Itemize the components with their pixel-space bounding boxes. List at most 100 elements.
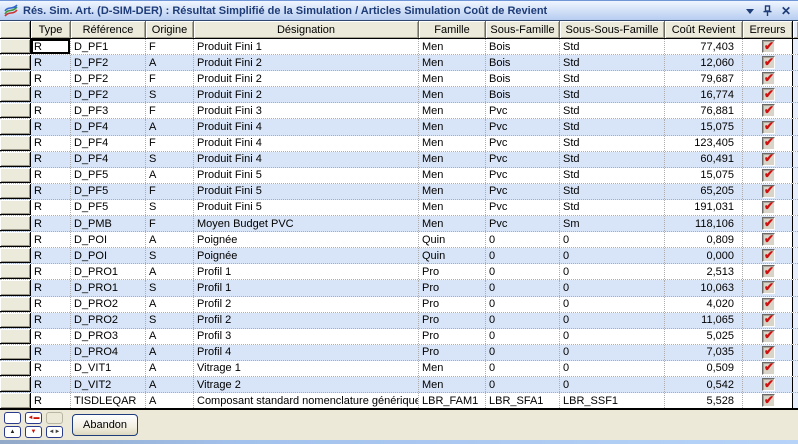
cell-sous_famille[interactable]: 0 [486,360,560,376]
cell-origine[interactable]: S [146,280,194,296]
cell-origine[interactable]: S [146,199,194,216]
cell-famille[interactable]: Pro [419,280,486,296]
cell-origine[interactable]: S [146,312,194,328]
cell-erreurs[interactable]: ✔ [743,344,793,360]
nav-red-left-arrow-button[interactable]: ◄▬ [25,412,42,424]
row-indicator[interactable] [0,296,31,312]
cell-type[interactable]: R [31,393,71,409]
cell-reference[interactable]: D_PF4 [71,135,146,151]
cell-famille[interactable]: Men [419,199,486,216]
cell-type[interactable]: R [31,280,71,296]
cell-type[interactable]: R [31,328,71,344]
cell-origine[interactable]: A [146,344,194,360]
cell-type[interactable]: R [31,87,71,103]
cell-sous_famille[interactable]: 0 [486,296,560,312]
cell-type[interactable]: R [31,167,71,183]
row-indicator[interactable] [0,248,31,264]
cell-sous_famille[interactable]: 0 [486,280,560,296]
error-checkbox[interactable]: ✔ [761,233,775,247]
cell-erreurs[interactable]: ✔ [743,216,793,232]
cell-designation[interactable]: Vitrage 2 [194,376,419,393]
cell-designation[interactable]: Produit Fini 4 [194,119,419,135]
cell-type[interactable]: R [31,55,71,71]
cell-cout_revient[interactable]: 15,075 [665,119,743,135]
cell-sous_famille[interactable]: Pvc [486,183,560,199]
cell-famille[interactable]: Pro [419,296,486,312]
cell-erreurs[interactable]: ✔ [743,296,793,312]
cell-cout_revient[interactable]: 5,025 [665,328,743,344]
cell-reference[interactable]: D_PRO1 [71,264,146,280]
error-checkbox[interactable]: ✔ [761,281,775,295]
cell-sous_famille[interactable]: Bois [486,55,560,71]
cell-famille[interactable]: Quin [419,248,486,264]
nav-collapse-button[interactable]: ◄► [46,426,63,438]
column-header-sous_sous_famille[interactable]: Sous-Sous-Famille [560,21,665,38]
cell-sous_sous_famille[interactable]: Std [560,119,665,135]
cell-origine[interactable]: A [146,232,194,248]
cell-origine[interactable]: A [146,296,194,312]
cell-designation[interactable]: Moyen Budget PVC [194,216,419,232]
cell-sous_famille[interactable]: Pvc [486,119,560,135]
cell-sous_famille[interactable]: 0 [486,232,560,248]
cell-origine[interactable]: A [146,393,194,409]
cell-type[interactable]: R [31,183,71,199]
cell-type[interactable]: R [31,216,71,232]
cell-erreurs[interactable]: ✔ [743,71,793,87]
cell-erreurs[interactable]: ✔ [743,360,793,376]
cell-origine[interactable]: A [146,264,194,280]
error-checkbox[interactable]: ✔ [761,168,775,182]
cell-type[interactable]: R [31,360,71,376]
column-header-designation[interactable]: Désignation [194,21,419,38]
cell-sous_famille[interactable]: 0 [486,328,560,344]
error-checkbox[interactable]: ✔ [761,104,775,118]
cell-origine[interactable]: F [146,39,194,55]
cell-sous_famille[interactable]: Bois [486,39,560,55]
cell-origine[interactable]: A [146,360,194,376]
column-header-reference[interactable]: Référence [71,21,146,38]
cell-sous_sous_famille[interactable]: Std [560,39,665,55]
cell-sous_famille[interactable]: Pvc [486,199,560,216]
cell-type[interactable]: R [31,119,71,135]
cell-sous_famille[interactable]: 0 [486,312,560,328]
cell-erreurs[interactable]: ✔ [743,232,793,248]
cell-cout_revient[interactable]: 7,035 [665,344,743,360]
nav-up-arrow-button[interactable]: ▲ [4,426,21,438]
cell-sous_sous_famille[interactable]: 0 [560,264,665,280]
cell-designation[interactable]: Produit Fini 5 [194,167,419,183]
row-indicator[interactable] [0,151,31,167]
cell-famille[interactable]: Men [419,135,486,151]
cell-type[interactable]: R [31,199,71,216]
cell-type[interactable]: R [31,312,71,328]
cell-cout_revient[interactable]: 0,509 [665,360,743,376]
cell-cout_revient[interactable]: 15,075 [665,167,743,183]
error-checkbox[interactable]: ✔ [761,265,775,279]
cell-reference[interactable]: D_VIT1 [71,360,146,376]
row-indicator[interactable] [0,264,31,280]
cell-designation[interactable]: Composant standard nomenclature génériqu… [194,393,419,409]
error-checkbox[interactable]: ✔ [761,361,775,375]
cell-type[interactable]: R [31,248,71,264]
cell-erreurs[interactable]: ✔ [743,135,793,151]
cell-cout_revient[interactable]: 60,491 [665,151,743,167]
cell-famille[interactable]: Men [419,71,486,87]
row-indicator[interactable] [0,183,31,199]
cell-sous_famille[interactable]: Pvc [486,103,560,119]
cell-sous_sous_famille[interactable]: LBR_SSF1 [560,393,665,409]
cell-designation[interactable]: Vitrage 1 [194,360,419,376]
cell-cout_revient[interactable]: 118,106 [665,216,743,232]
cell-sous_sous_famille[interactable]: 0 [560,328,665,344]
error-checkbox[interactable]: ✔ [761,152,775,166]
cell-type[interactable]: R [31,344,71,360]
cell-erreurs[interactable]: ✔ [743,376,793,393]
cell-reference[interactable]: D_PRO3 [71,328,146,344]
cell-origine[interactable]: F [146,103,194,119]
cell-famille[interactable]: Men [419,39,486,55]
cell-sous_famille[interactable]: Pvc [486,216,560,232]
cell-sous_famille[interactable]: Pvc [486,167,560,183]
cell-famille[interactable]: Men [419,103,486,119]
cell-reference[interactable]: D_PF4 [71,119,146,135]
cell-type[interactable]: R [31,103,71,119]
cell-famille[interactable]: Men [419,360,486,376]
error-checkbox[interactable]: ✔ [761,378,775,392]
error-checkbox[interactable]: ✔ [761,345,775,359]
